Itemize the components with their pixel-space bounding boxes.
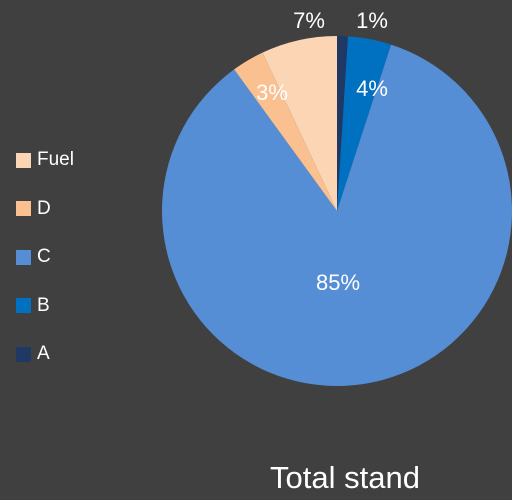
chart-title: Total stand <box>270 460 420 495</box>
data-label-c: 85% <box>316 270 360 295</box>
legend-label: B <box>37 294 50 316</box>
pie-slice-b <box>337 36 392 211</box>
data-label-fuel: 7% <box>293 8 325 33</box>
data-labels: 1% 4% 85% 3% 7% <box>256 8 388 295</box>
pie-slice-d <box>234 52 337 211</box>
legend-item-a: A <box>16 330 74 379</box>
legend-item-d: D <box>16 185 74 234</box>
legend-swatch <box>16 298 31 314</box>
legend-swatch <box>16 201 31 217</box>
pie-slices <box>162 36 512 386</box>
pie-slice-fuel <box>262 36 337 211</box>
legend-label: Fuel <box>37 149 74 171</box>
legend-swatch <box>16 346 31 362</box>
legend-item-fuel: Fuel <box>16 136 74 185</box>
legend-item-c: C <box>16 233 74 282</box>
data-label-d: 3% <box>256 80 288 105</box>
legend-label: A <box>37 343 50 365</box>
legend-swatch <box>16 152 31 168</box>
data-label-a: 1% <box>356 8 388 33</box>
legend-item-b: B <box>16 282 74 331</box>
pie-slice-a <box>337 36 348 211</box>
legend-label: D <box>37 197 51 219</box>
legend: Fuel D C B A <box>16 136 74 379</box>
legend-label: C <box>37 246 51 268</box>
legend-swatch <box>16 249 31 265</box>
data-label-b: 4% <box>356 76 388 101</box>
pie-slice-c <box>162 44 512 386</box>
